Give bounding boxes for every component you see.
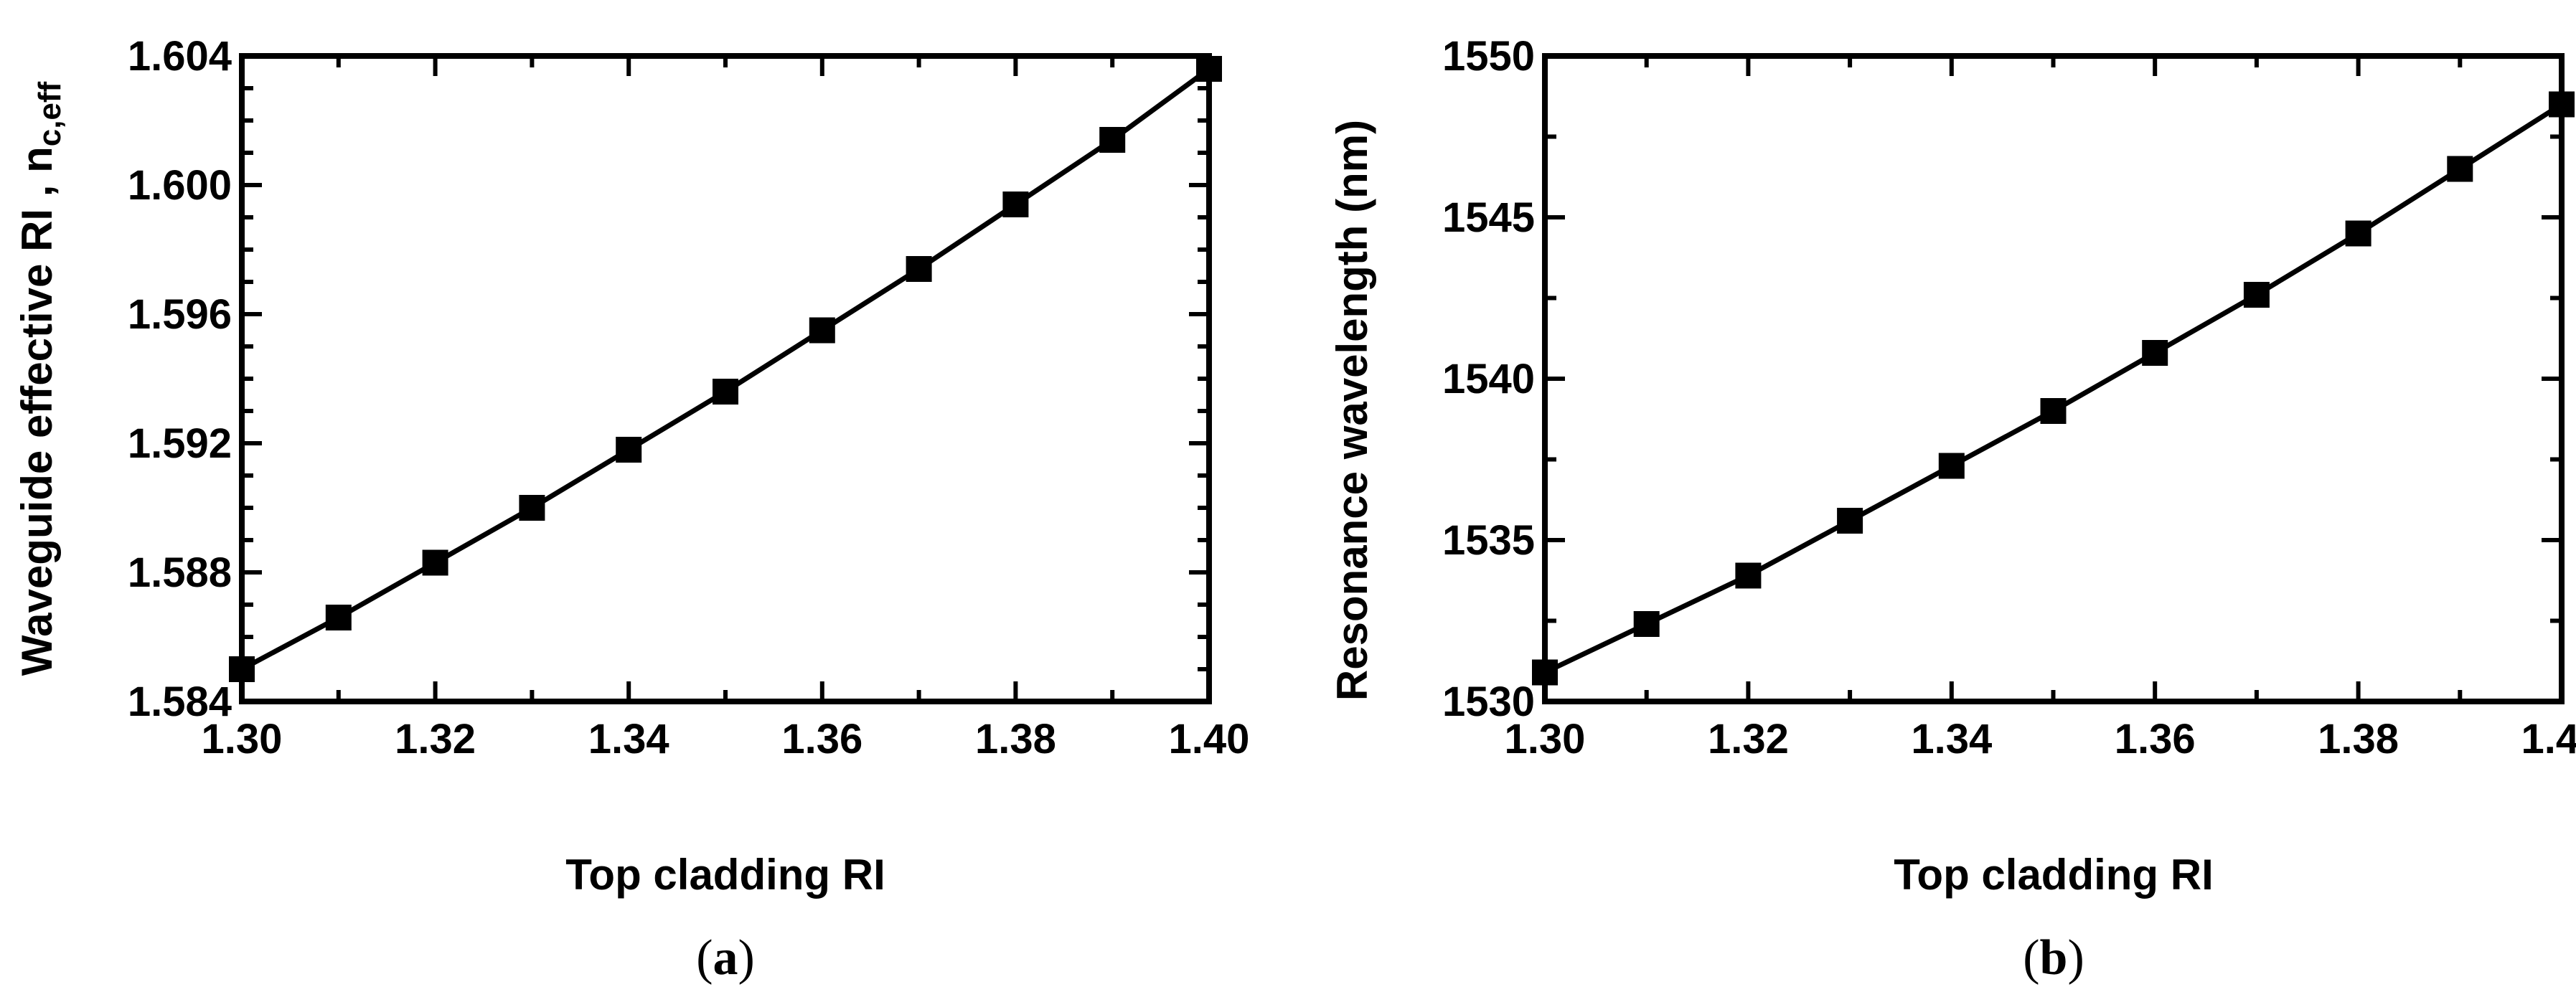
- x-axis-title-a: Top cladding RI: [565, 851, 885, 899]
- x-tick-label: 1.38: [2318, 716, 2399, 762]
- y-tick-label: 1.584: [128, 679, 232, 725]
- x-tick-label: 1.34: [1911, 716, 1992, 762]
- x-axis-title-b: Top cladding RI: [1894, 851, 2214, 899]
- y-axis-title-a: Waveguide effective RI , nc,eff: [13, 81, 67, 676]
- data-point: [1735, 562, 1762, 589]
- data-point: [713, 379, 738, 405]
- y-tick-label: 1545: [1442, 194, 1535, 241]
- tick-labels-b: 1.30 1.32 1.34 1.36 1.38 1.40 1530 1535 1540 1545…: [1442, 33, 2576, 762]
- x-tick-label: 1.38: [975, 716, 1056, 762]
- x-tick-label: 1.30: [202, 716, 283, 762]
- y-axis-title-b: Resonance wavelength (nm): [1328, 120, 1376, 701]
- x-tick-label: 1.32: [395, 716, 476, 762]
- data-point: [2447, 156, 2473, 182]
- y-tick-label: 1540: [1442, 356, 1535, 402]
- y-tick-label: 1.596: [128, 291, 232, 338]
- panel-label-b: (b): [2023, 930, 2084, 986]
- y-axis-title-a-main: Waveguide effective RI , n: [13, 146, 61, 676]
- panel-label-a: (a): [696, 930, 755, 986]
- y-tick-label: 1.588: [128, 549, 232, 596]
- panel-label-b-letter: b: [2040, 930, 2068, 986]
- series-line-b: [1543, 102, 2563, 675]
- series-line-a: [240, 67, 1211, 672]
- y-tick-label: 1.592: [128, 420, 232, 467]
- y-tick-label: 1.600: [128, 162, 232, 209]
- x-tick-label: 1.36: [781, 716, 862, 762]
- data-point: [1002, 192, 1029, 217]
- data-points-a: [229, 56, 1222, 682]
- x-tick-label: 1.32: [1708, 716, 1789, 762]
- plot-frame-b: [1542, 53, 2565, 704]
- y-tick-label: 1535: [1442, 517, 1535, 564]
- data-point: [2040, 398, 2067, 424]
- data-points-b: [1532, 91, 2575, 686]
- data-point: [1196, 56, 1222, 82]
- y-tick-label: 1.604: [128, 33, 232, 80]
- panel-label-a-letter: a: [713, 930, 738, 986]
- data-point: [1837, 508, 1863, 534]
- x-tick-label: 1.34: [588, 716, 669, 762]
- y-tick-label: 1530: [1442, 679, 1535, 725]
- y-tick-label: 1550: [1442, 33, 1535, 80]
- data-point: [809, 317, 835, 344]
- y-axis-title-a-sub: c,eff: [32, 81, 67, 146]
- data-point: [325, 605, 352, 630]
- ticks-b: [1543, 54, 2564, 704]
- data-point: [1532, 659, 1558, 686]
- data-point: [616, 437, 642, 463]
- data-point: [422, 549, 448, 576]
- x-tick-label: 1.30: [1505, 716, 1586, 762]
- data-point: [2142, 340, 2168, 366]
- chart-panel-a: 1.30 1.32 1.34 1.36 1.38 1.40 1.584 1.588 1.592 1…: [13, 33, 1249, 986]
- x-tick-label: 1.40: [2521, 716, 2576, 762]
- x-tick-label: 1.40: [1169, 716, 1250, 762]
- data-point: [1938, 453, 1965, 479]
- data-point: [1633, 611, 1660, 637]
- data-point: [2345, 220, 2371, 247]
- data-point: [1099, 127, 1126, 153]
- chart-panel-b: 1.30 1.32 1.34 1.36 1.38 1.40 1530 1535 1540 1545…: [1328, 33, 2576, 986]
- data-point: [229, 656, 255, 682]
- data-point: [2549, 91, 2575, 118]
- x-tick-label: 1.36: [2115, 716, 2196, 762]
- data-point: [519, 495, 545, 521]
- data-point: [906, 256, 932, 282]
- data-point: [2243, 282, 2270, 308]
- tick-labels-a: 1.30 1.32 1.34 1.36 1.38 1.40 1.584 1.588 1.592 1…: [128, 33, 1250, 762]
